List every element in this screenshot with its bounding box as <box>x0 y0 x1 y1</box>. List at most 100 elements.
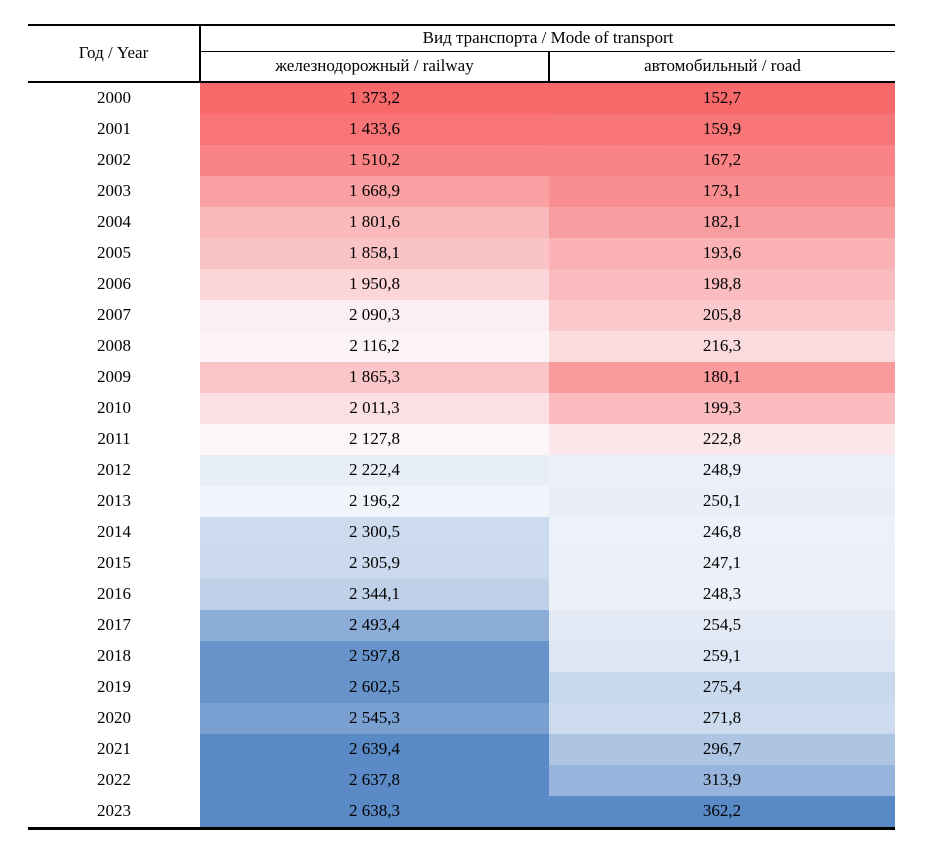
year-column-header: Год / Year <box>28 24 201 83</box>
table-row: 2016 2 344,1 248,3 <box>28 579 896 610</box>
table-row: 2011 2 127,8 222,8 <box>28 424 896 455</box>
railway-value-cell: 2 127,8 <box>200 424 549 455</box>
header-row-sub: железнодорожный / railway автомобильный … <box>28 51 896 83</box>
year-cell: 2013 <box>28 486 200 517</box>
road-value-cell: 250,1 <box>549 486 896 517</box>
railway-column-header: железнодорожный / railway <box>200 51 550 83</box>
year-cell: 2005 <box>28 238 200 269</box>
year-cell: 2019 <box>28 672 200 703</box>
table-row: 2005 1 858,1 193,6 <box>28 238 896 269</box>
road-column-header: автомобильный / road <box>549 51 896 83</box>
road-value-cell: 247,1 <box>549 548 896 579</box>
year-cell: 2006 <box>28 269 200 300</box>
railway-value-cell: 2 116,2 <box>200 331 549 362</box>
road-value-cell: 173,1 <box>549 176 896 207</box>
year-cell: 2004 <box>28 207 200 238</box>
railway-value-cell: 2 344,1 <box>200 579 549 610</box>
transport-mode-group-header: Вид транспорта / Mode of transport <box>200 24 896 52</box>
road-value-cell: 275,4 <box>549 672 896 703</box>
table-row: 2013 2 196,2 250,1 <box>28 486 896 517</box>
table-row: 2001 1 433,6 159,9 <box>28 114 896 145</box>
road-value-cell: 199,3 <box>549 393 896 424</box>
year-cell: 2014 <box>28 517 200 548</box>
road-value-cell: 167,2 <box>549 145 896 176</box>
year-cell: 2008 <box>28 331 200 362</box>
railway-value-cell: 2 638,3 <box>200 796 549 830</box>
table-body: 2000 1 373,2 152,7 2001 1 433,6 159,9 2002 1 51… <box>28 82 896 830</box>
table-row: 2009 1 865,3 180,1 <box>28 362 896 393</box>
road-value-cell: 313,9 <box>549 765 896 796</box>
year-cell: 2011 <box>28 424 200 455</box>
year-cell: 2018 <box>28 641 200 672</box>
road-value-cell: 180,1 <box>549 362 896 393</box>
year-cell: 2023 <box>28 796 200 830</box>
transport-volume-table: Год / Year Вид транспорта / Mode of tran… <box>28 24 896 830</box>
railway-value-cell: 2 196,2 <box>200 486 549 517</box>
table-row: 2000 1 373,2 152,7 <box>28 82 896 114</box>
year-cell: 2003 <box>28 176 200 207</box>
road-value-cell: 205,8 <box>549 300 896 331</box>
year-cell: 2010 <box>28 393 200 424</box>
road-value-cell: 362,2 <box>549 796 896 830</box>
year-cell: 2000 <box>28 82 200 114</box>
table-row: 2019 2 602,5 275,4 <box>28 672 896 703</box>
year-cell: 2012 <box>28 455 200 486</box>
road-value-cell: 271,8 <box>549 703 896 734</box>
railway-value-cell: 2 597,8 <box>200 641 549 672</box>
table-row: 2012 2 222,4 248,9 <box>28 455 896 486</box>
railway-value-cell: 2 637,8 <box>200 765 549 796</box>
year-cell: 2021 <box>28 734 200 765</box>
road-value-cell: 159,9 <box>549 114 896 145</box>
road-value-cell: 193,6 <box>549 238 896 269</box>
table-row: 2002 1 510,2 167,2 <box>28 145 896 176</box>
road-value-cell: 216,3 <box>549 331 896 362</box>
railway-value-cell: 1 668,9 <box>200 176 549 207</box>
railway-value-cell: 1 950,8 <box>200 269 549 300</box>
table-row: 2017 2 493,4 254,5 <box>28 610 896 641</box>
table-row: 2006 1 950,8 198,8 <box>28 269 896 300</box>
table-row: 2018 2 597,8 259,1 <box>28 641 896 672</box>
header-row-group: Год / Year Вид транспорта / Mode of tran… <box>28 24 896 83</box>
railway-value-cell: 2 545,3 <box>200 703 549 734</box>
railway-value-cell: 2 090,3 <box>200 300 549 331</box>
table-row: 2021 2 639,4 296,7 <box>28 734 896 765</box>
table-row: 2004 1 801,6 182,1 <box>28 207 896 238</box>
table-row: 2015 2 305,9 247,1 <box>28 548 896 579</box>
railway-value-cell: 1 373,2 <box>200 82 549 114</box>
railway-value-cell: 1 865,3 <box>200 362 549 393</box>
year-cell: 2001 <box>28 114 200 145</box>
year-cell: 2007 <box>28 300 200 331</box>
year-cell: 2020 <box>28 703 200 734</box>
table-row: 2020 2 545,3 271,8 <box>28 703 896 734</box>
year-cell: 2022 <box>28 765 200 796</box>
railway-value-cell: 1 510,2 <box>200 145 549 176</box>
railway-value-cell: 2 602,5 <box>200 672 549 703</box>
railway-value-cell: 2 011,3 <box>200 393 549 424</box>
railway-value-cell: 1 858,1 <box>200 238 549 269</box>
table-row: 2010 2 011,3 199,3 <box>28 393 896 424</box>
road-value-cell: 259,1 <box>549 641 896 672</box>
table-row: 2022 2 637,8 313,9 <box>28 765 896 796</box>
road-value-cell: 152,7 <box>549 82 896 114</box>
railway-value-cell: 2 300,5 <box>200 517 549 548</box>
road-value-cell: 296,7 <box>549 734 896 765</box>
road-value-cell: 246,8 <box>549 517 896 548</box>
table-row: 2008 2 116,2 216,3 <box>28 331 896 362</box>
year-cell: 2009 <box>28 362 200 393</box>
road-value-cell: 222,8 <box>549 424 896 455</box>
railway-value-cell: 1 433,6 <box>200 114 549 145</box>
road-value-cell: 248,9 <box>549 455 896 486</box>
year-cell: 2002 <box>28 145 200 176</box>
road-value-cell: 198,8 <box>549 269 896 300</box>
railway-value-cell: 2 639,4 <box>200 734 549 765</box>
road-value-cell: 248,3 <box>549 579 896 610</box>
table-row: 2014 2 300,5 246,8 <box>28 517 896 548</box>
railway-value-cell: 2 305,9 <box>200 548 549 579</box>
railway-value-cell: 2 493,4 <box>200 610 549 641</box>
table-header: Год / Year Вид транспорта / Mode of tran… <box>28 24 896 83</box>
road-value-cell: 254,5 <box>549 610 896 641</box>
railway-value-cell: 2 222,4 <box>200 455 549 486</box>
year-cell: 2015 <box>28 548 200 579</box>
road-value-cell: 182,1 <box>549 207 896 238</box>
